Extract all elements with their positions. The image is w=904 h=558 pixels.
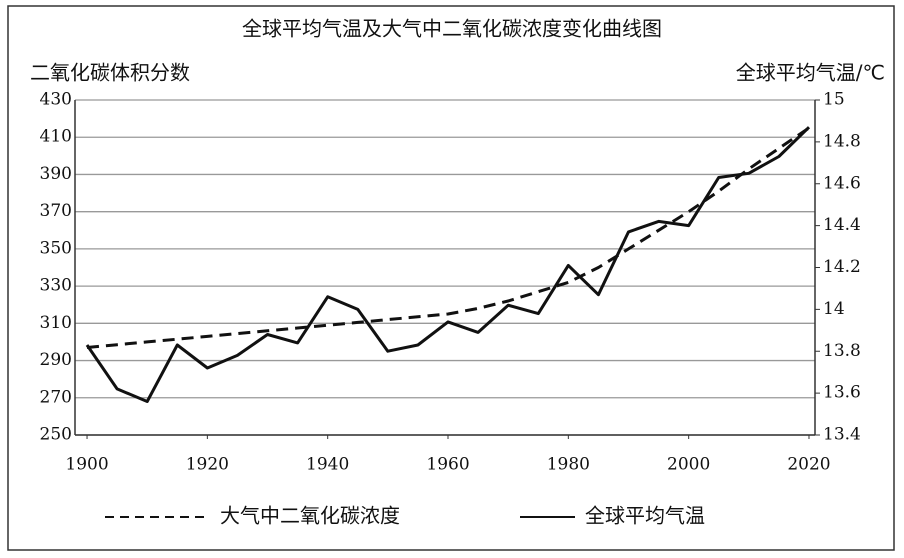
y2-tick-label: 14.4	[823, 215, 861, 235]
y2-tick-label: 14.8	[823, 131, 861, 151]
y2-tick-label: 14	[823, 299, 845, 319]
x-tick-label: 1980	[547, 455, 590, 475]
series-line	[85, 126, 811, 403]
chart-title: 全球平均气温及大气中二氧化碳浓度变化曲线图	[242, 17, 662, 41]
y-tick-label: 250	[40, 425, 72, 445]
x-tick-label: 1940	[306, 455, 349, 475]
x-tick-label: 1960	[426, 455, 469, 475]
y-axis-title: 二氧化碳体积分数	[30, 61, 190, 85]
y-tick-label: 310	[40, 313, 72, 333]
y-tick-label: 370	[40, 201, 72, 221]
y-tick-label: 270	[40, 387, 72, 407]
y2-tick-label: 15	[823, 90, 845, 110]
y2-tick-label: 14.6	[823, 173, 861, 193]
x-tick-label: 1920	[186, 455, 229, 475]
y2-tick-label: 13.8	[823, 341, 861, 361]
frame	[7, 5, 895, 551]
y-tick-label: 330	[40, 276, 72, 296]
x-tick-label: 2020	[787, 455, 830, 475]
legend-label: 大气中二氧化碳浓度	[220, 504, 400, 528]
x-tick-label: 2000	[667, 455, 710, 475]
series-line	[86, 126, 810, 349]
y-tick-label: 430	[40, 90, 72, 110]
y-tick-label: 350	[40, 238, 72, 258]
y2-tick-label: 14.2	[823, 257, 861, 277]
legend-label: 全球平均气温	[585, 504, 705, 528]
y-tick-label: 410	[40, 127, 72, 147]
y2-axis-title: 全球平均气温/℃	[736, 61, 885, 85]
y2-tick-label: 13.4	[823, 425, 861, 445]
y-tick-label: 290	[40, 350, 72, 370]
x-tick-label: 1900	[65, 455, 108, 475]
y-tick-label: 390	[40, 164, 72, 184]
y2-tick-label: 13.6	[823, 383, 861, 403]
